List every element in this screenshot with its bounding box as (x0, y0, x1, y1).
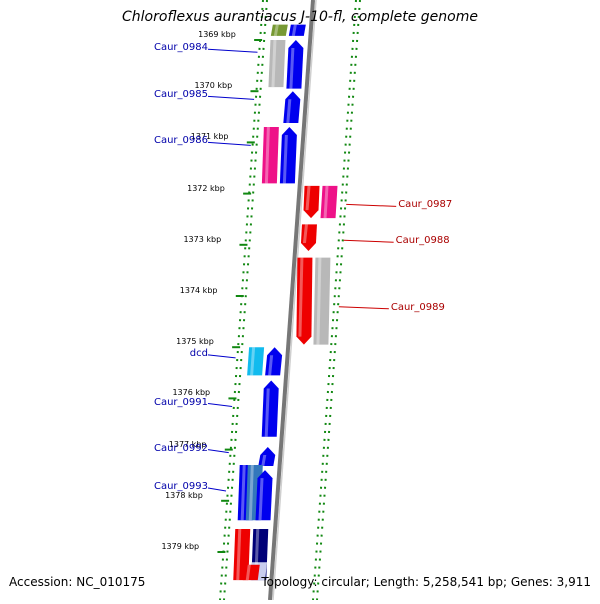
gene-label-caur-0985[interactable]: Caur_0985 (153, 89, 208, 101)
gene-feature (283, 91, 301, 123)
gene-feature (296, 257, 313, 345)
gene-highlight (250, 347, 256, 376)
genome-backbone (268, 0, 317, 601)
gene-feature (265, 347, 283, 376)
page-title: Chloroflexus aurantiacus J-10-fl, comple… (122, 9, 478, 25)
tick-label: 1374 kbp (179, 286, 218, 295)
gene-feature (242, 564, 260, 581)
gene-feature (247, 347, 265, 376)
gene-highlight (236, 528, 242, 581)
label-leader-line (207, 48, 258, 53)
label-leader-line (338, 306, 389, 310)
gene-highlight (245, 564, 251, 581)
tick-label: 1376 kbp (172, 388, 211, 398)
gene-highlight (286, 99, 292, 123)
label-leader-line (207, 487, 227, 492)
gene-feature (261, 380, 279, 437)
gene-highlight (248, 464, 254, 521)
genome-summary-text: Topology: circular; Length: 5,258,541 bp… (261, 575, 591, 589)
label-leader-line (346, 203, 397, 207)
gene-highlight (268, 355, 274, 376)
gene-label-caur-0992[interactable]: Caur_0992 (153, 442, 208, 454)
gene-label-caur-0989[interactable]: Caur_0989 (390, 301, 445, 313)
gene-label-caur-0984[interactable]: Caur_0984 (153, 42, 208, 54)
gene-feature (261, 127, 279, 184)
gene-highlight (323, 185, 329, 219)
gene-label-caur-0993[interactable]: Caur_0993 (153, 481, 208, 492)
accession-text: Accession: NC_010175 (9, 575, 146, 589)
gene-highlight (298, 257, 304, 337)
tick-label: 1379 kbp (161, 542, 200, 551)
gene-features (233, 24, 338, 581)
tick-label: 1375 kbp (176, 337, 214, 347)
gene-feature (286, 40, 304, 89)
gene-feature (313, 257, 331, 345)
grid-lines (217, 0, 361, 601)
gene-highlight (264, 127, 270, 184)
gene-highlight (240, 464, 246, 521)
backbone-line (268, 0, 315, 601)
tick-label: 1378 kbp (165, 490, 203, 500)
gene-label-caur-0988[interactable]: Caur_0988 (395, 235, 450, 247)
gene-highlight (271, 40, 277, 88)
gene-label-caur-0991[interactable]: Caur_0991 (153, 396, 208, 408)
label-leader-line (207, 141, 251, 146)
gene-label-caur-0987[interactable]: Caur_0987 (398, 199, 453, 211)
label-leader-line (207, 354, 236, 359)
gene-feature (279, 127, 297, 184)
tick-label: 1370 kbp (194, 81, 233, 91)
gene-feature (288, 24, 306, 36)
gene-highlight (261, 455, 267, 466)
gene-feature (320, 185, 338, 219)
label-leader-line (343, 239, 394, 243)
tick-label: 1369 kbp (198, 30, 236, 39)
backbone-highlight (272, 0, 317, 601)
tick-label: 1377 kbp (168, 439, 207, 449)
gene-highlight (302, 224, 308, 243)
gene-highlight (258, 478, 264, 521)
gene-feature (258, 447, 276, 466)
gene-label-dcd[interactable]: dcd (189, 347, 208, 359)
gene-highlight (305, 185, 311, 211)
gene-feature (268, 40, 286, 88)
label-leader-line (207, 403, 233, 408)
gene-highlight (289, 48, 295, 89)
gene-highlight (291, 24, 297, 36)
gene-label-caur-0986[interactable]: Caur_0986 (153, 135, 208, 147)
tick-label: 1371 kbp (190, 132, 229, 142)
label-leader-line (207, 95, 255, 100)
gene-feature (300, 224, 317, 251)
label-leader-line (207, 449, 229, 454)
label-leader-lines (207, 48, 397, 492)
gene-feature (270, 24, 288, 36)
tick-label: 1372 kbp (187, 183, 225, 193)
gene-feature (255, 470, 273, 521)
gene-feature (303, 185, 320, 219)
gene-highlight (316, 257, 322, 345)
gene-highlight (264, 388, 270, 437)
tick-label: 1373 kbp (183, 234, 222, 244)
gene-highlight (273, 24, 279, 36)
gene-highlight (282, 135, 288, 184)
